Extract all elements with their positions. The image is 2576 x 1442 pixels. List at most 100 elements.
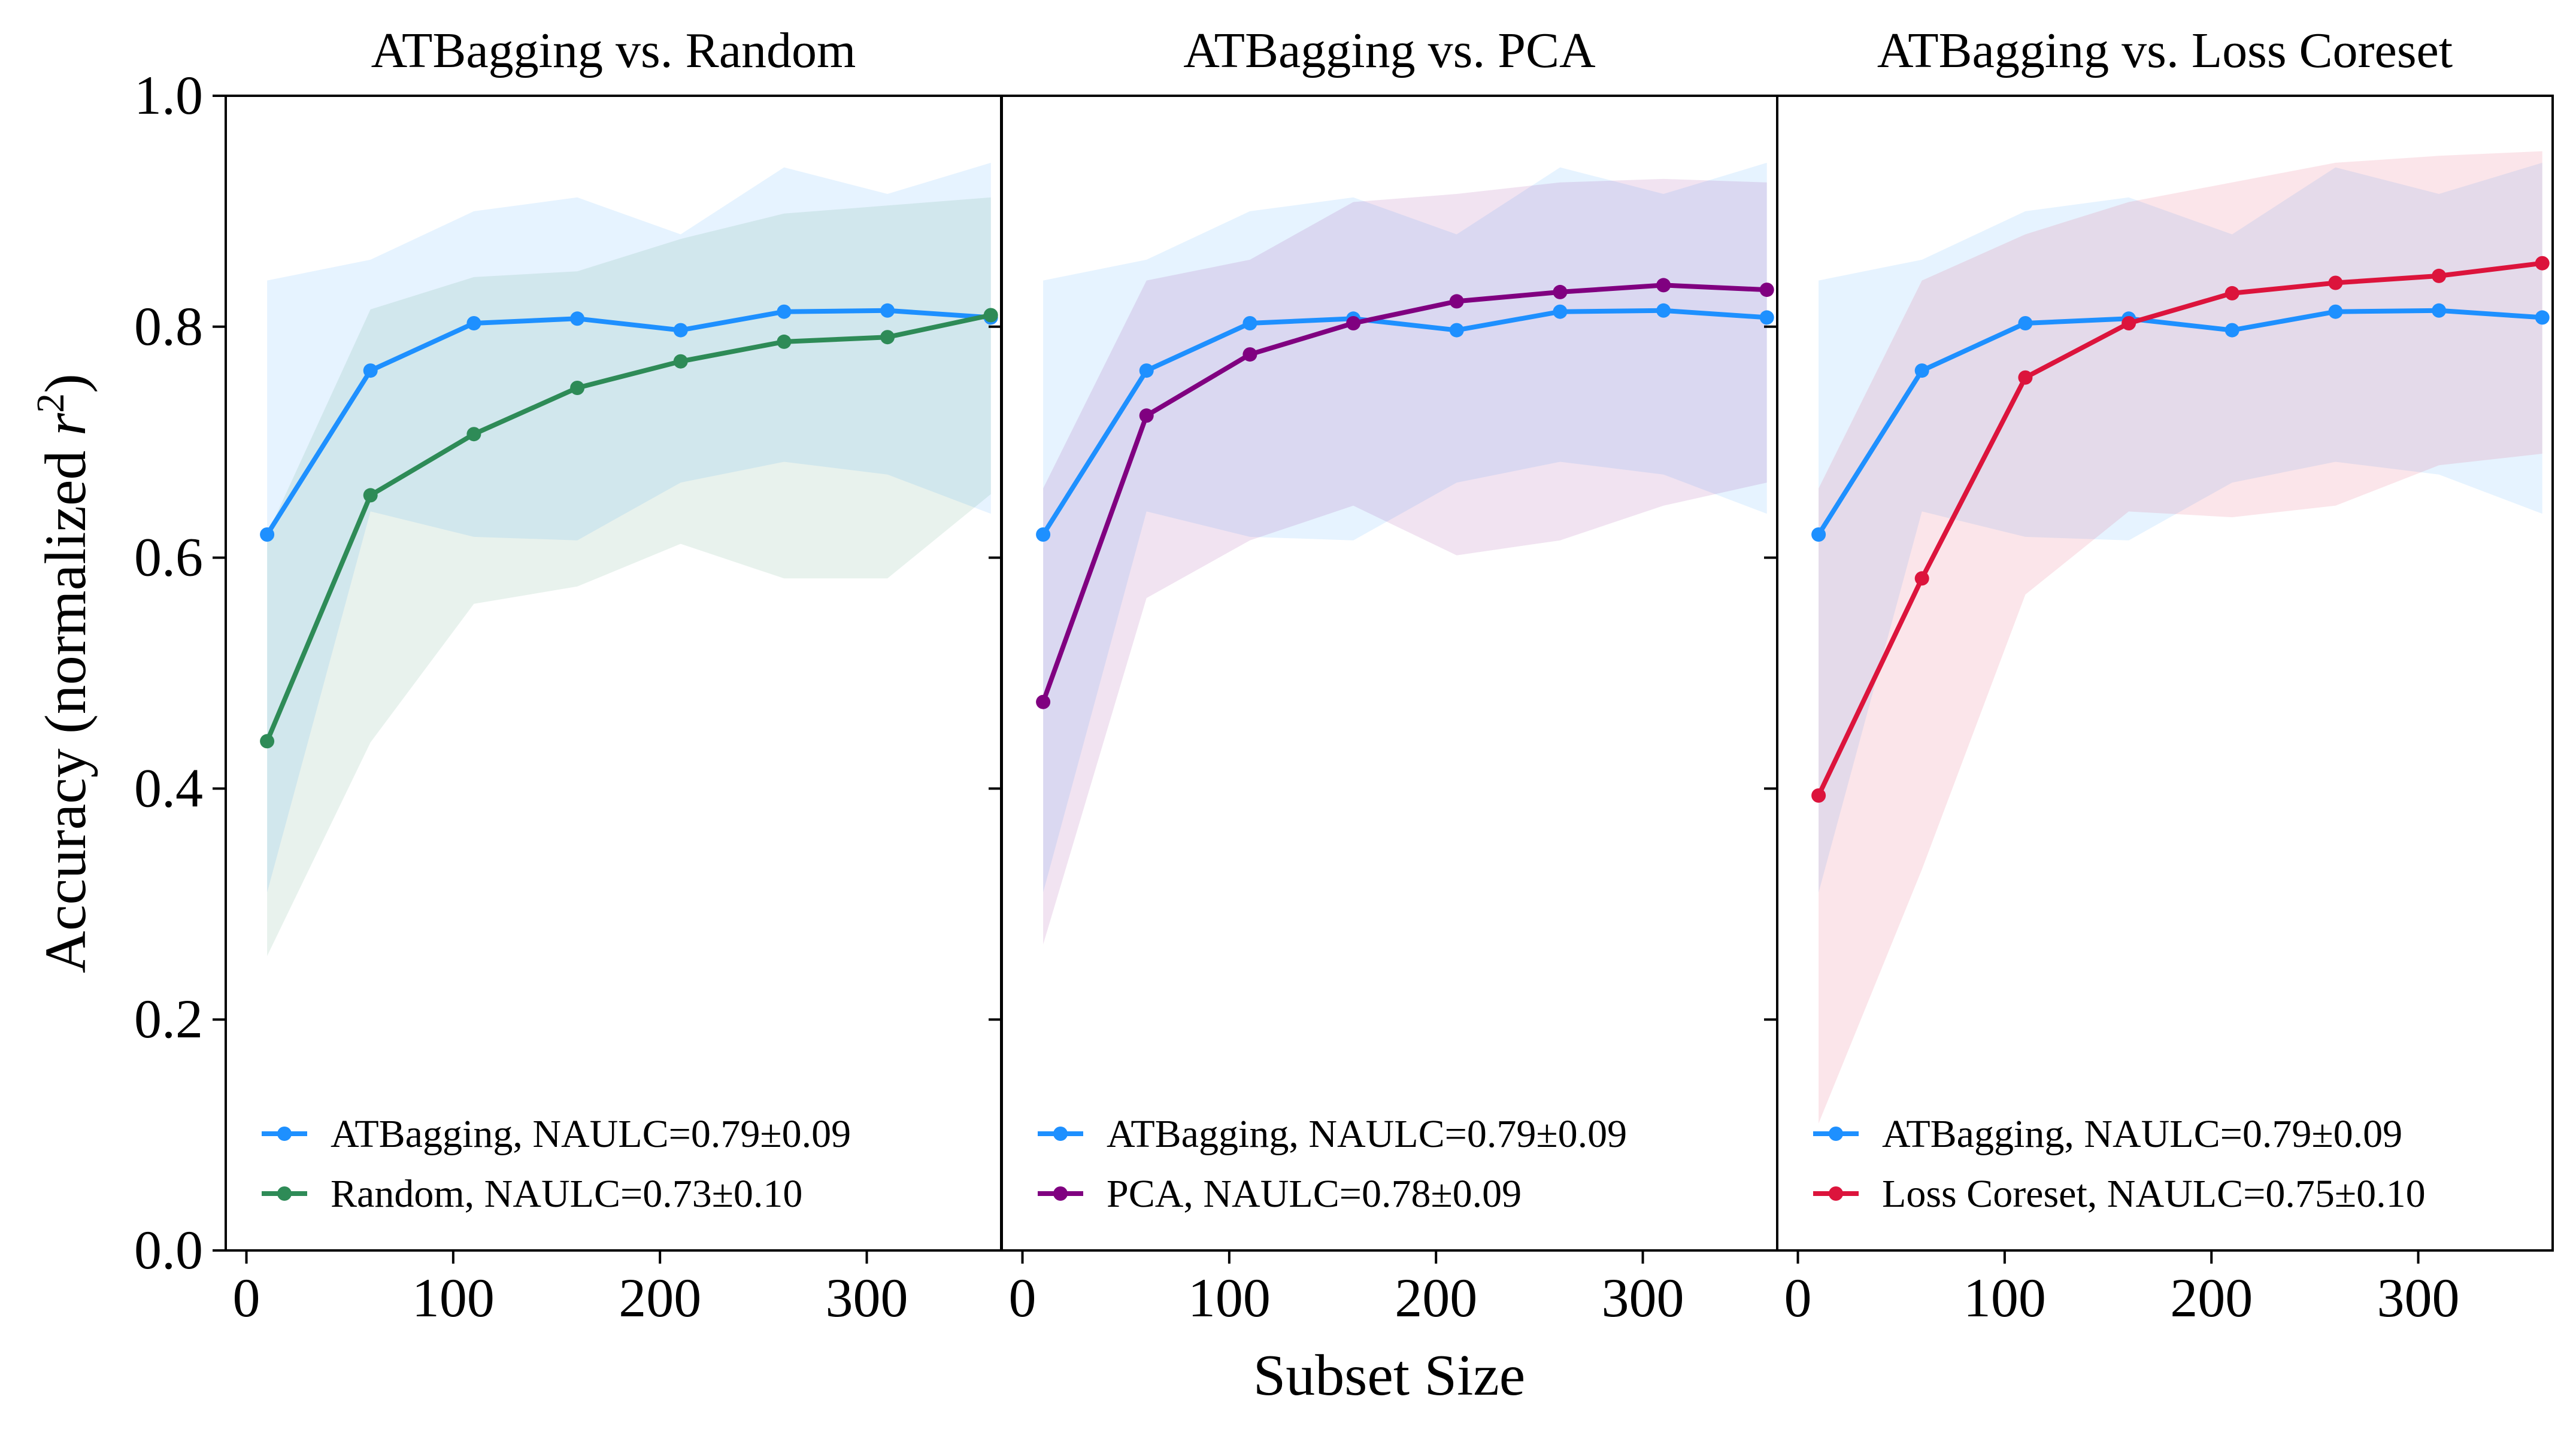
loss-coreset-point-10: [1811, 788, 1826, 803]
pca-point-110: [1242, 347, 1257, 362]
random-point-60: [363, 488, 378, 503]
random-point-160: [570, 381, 585, 395]
legend-label-loss-coreset: Loss Coreset, NAULC=0.75±0.10: [1882, 1172, 2426, 1216]
band-atbagging-2: [1043, 162, 1767, 892]
atbagging-3-point-260: [2328, 304, 2343, 319]
atbagging-1-point-310: [880, 303, 895, 318]
loss-coreset-point-310: [2432, 268, 2447, 283]
x-tick-label: 300: [826, 1267, 908, 1328]
atbagging-3-point-310: [2432, 303, 2447, 318]
y-axis-label: Accuracy (normalized r2): [29, 374, 98, 973]
y-tick-label: 0.4: [134, 757, 203, 818]
legend-marker-random: [277, 1186, 292, 1201]
pca-point-160: [1346, 316, 1361, 330]
x-tick-label: 0: [1009, 1267, 1037, 1328]
x-axis-label: Subset Size: [1253, 1343, 1526, 1408]
band-loss-coreset: [1819, 151, 2542, 1124]
loss-coreset-point-60: [1914, 571, 1929, 586]
random-point-210: [673, 354, 688, 369]
legend-marker-atbagging: [277, 1127, 292, 1141]
y-tick-label: 0.8: [134, 296, 203, 357]
loss-coreset-point-110: [2018, 370, 2033, 385]
legend-marker-atbagging: [1053, 1127, 1068, 1141]
legend-marker-pca: [1053, 1186, 1068, 1201]
random-point-10: [260, 734, 275, 749]
atbagging-1-line: [265, 308, 991, 536]
loss-coreset-point-360: [2535, 256, 2550, 271]
atbagging-2-point-210: [1449, 323, 1464, 338]
legend-label-random: Random, NAULC=0.73±0.10: [331, 1172, 802, 1216]
band-pca: [1043, 178, 1767, 945]
y-tick-label: 1.0: [134, 65, 203, 126]
pca-point-360: [1759, 283, 1774, 297]
x-tick-label: 100: [412, 1267, 495, 1328]
atbagging-1-point-160: [570, 311, 585, 326]
legend-marker-loss-coreset: [1829, 1186, 1843, 1201]
x-tick-label: 0: [233, 1267, 260, 1328]
loss-coreset-line: [1816, 260, 2543, 797]
band-random: [267, 197, 991, 957]
atbagging-1-point-10: [260, 527, 275, 542]
atbagging-2-point-10: [1036, 527, 1051, 542]
atbagging-2-point-110: [1242, 316, 1257, 330]
loss-coreset-point-210: [2225, 286, 2239, 300]
panel-1: ATBagging vs. Random 0 100 200 300 0.0 0.2 0.4 0…: [134, 23, 1002, 1328]
panel-title: ATBagging vs. Loss Coreset: [1877, 23, 2453, 78]
random-line: [265, 312, 992, 742]
x-tick-label: 100: [1963, 1267, 2046, 1328]
loss-coreset-point-260: [2328, 275, 2343, 290]
atbagging-1-point-110: [466, 316, 481, 330]
band-atbagging-1: [267, 162, 991, 892]
atbagging-3-point-60: [1914, 363, 1929, 378]
x-tick-label: 300: [1602, 1267, 1684, 1328]
atbagging-2-point-60: [1139, 363, 1154, 378]
loss-coreset-point-160: [2122, 316, 2136, 330]
atbagging-3-point-210: [2225, 323, 2239, 338]
x-tick-label: 0: [1784, 1267, 1812, 1328]
panel-frame: [1776, 95, 2554, 1252]
y-tick-label: 0.0: [134, 1219, 203, 1280]
legend-label-atbagging: ATBagging, NAULC=0.79±0.09: [1882, 1112, 2402, 1156]
random-point-110: [466, 427, 481, 442]
pca-point-60: [1139, 408, 1154, 423]
x-tick-label: 100: [1188, 1267, 1271, 1328]
y-tick-label: 0.2: [134, 988, 203, 1049]
pca-point-260: [1553, 284, 1568, 299]
panel-title: ATBagging vs. Random: [371, 23, 856, 78]
random-point-310: [880, 330, 895, 345]
atbagging-3-line: [1816, 308, 2542, 536]
legend-label-pca: PCA, NAULC=0.78±0.09: [1107, 1172, 1522, 1216]
atbagging-3-point-360: [2535, 310, 2550, 325]
legend-marker-atbagging: [1829, 1127, 1843, 1141]
random-point-360: [983, 308, 998, 323]
pca-point-210: [1449, 294, 1464, 309]
panel-3: ATBagging vs. Loss Coreset 0 100 200 300 ATBa…: [1764, 23, 2554, 1328]
atbagging-1-point-260: [777, 304, 792, 319]
legend-label-atbagging: ATBagging, NAULC=0.79±0.09: [1107, 1112, 1627, 1156]
legend-label-atbagging: ATBagging, NAULC=0.79±0.09: [331, 1112, 851, 1156]
atbagging-2-line: [1041, 308, 1767, 536]
pca-point-310: [1656, 278, 1671, 293]
panel-2: ATBagging vs. PCA 0 100 200 300 ATBagging, NA…: [989, 23, 1778, 1328]
x-tick-label: 200: [1395, 1267, 1477, 1328]
x-tick-label: 200: [619, 1267, 701, 1328]
panel-title: ATBagging vs. PCA: [1183, 23, 1596, 78]
atbagging-1-point-210: [673, 323, 688, 338]
x-tick-label: 300: [2377, 1267, 2460, 1328]
legend: ATBagging, NAULC=0.79±0.09 Loss Coreset, …: [1813, 1112, 2426, 1216]
atbagging-2-point-360: [1759, 310, 1774, 325]
pca-point-10: [1036, 694, 1051, 709]
band-atbagging-3: [1819, 162, 2542, 892]
atbagging-1-point-60: [363, 363, 378, 378]
atbagging-2-point-260: [1553, 304, 1568, 319]
random-point-260: [777, 334, 792, 349]
y-tick-label: 0.6: [134, 527, 203, 588]
legend: ATBagging, NAULC=0.79±0.09 Random, NAULC=…: [262, 1112, 851, 1216]
atbagging-3-point-110: [2018, 316, 2033, 330]
legend: ATBagging, NAULC=0.79±0.09 PCA, NAULC=0.7…: [1038, 1112, 1627, 1216]
pca-line: [1041, 283, 1767, 703]
atbagging-3-point-10: [1811, 527, 1826, 542]
x-tick-label: 200: [2170, 1267, 2253, 1328]
